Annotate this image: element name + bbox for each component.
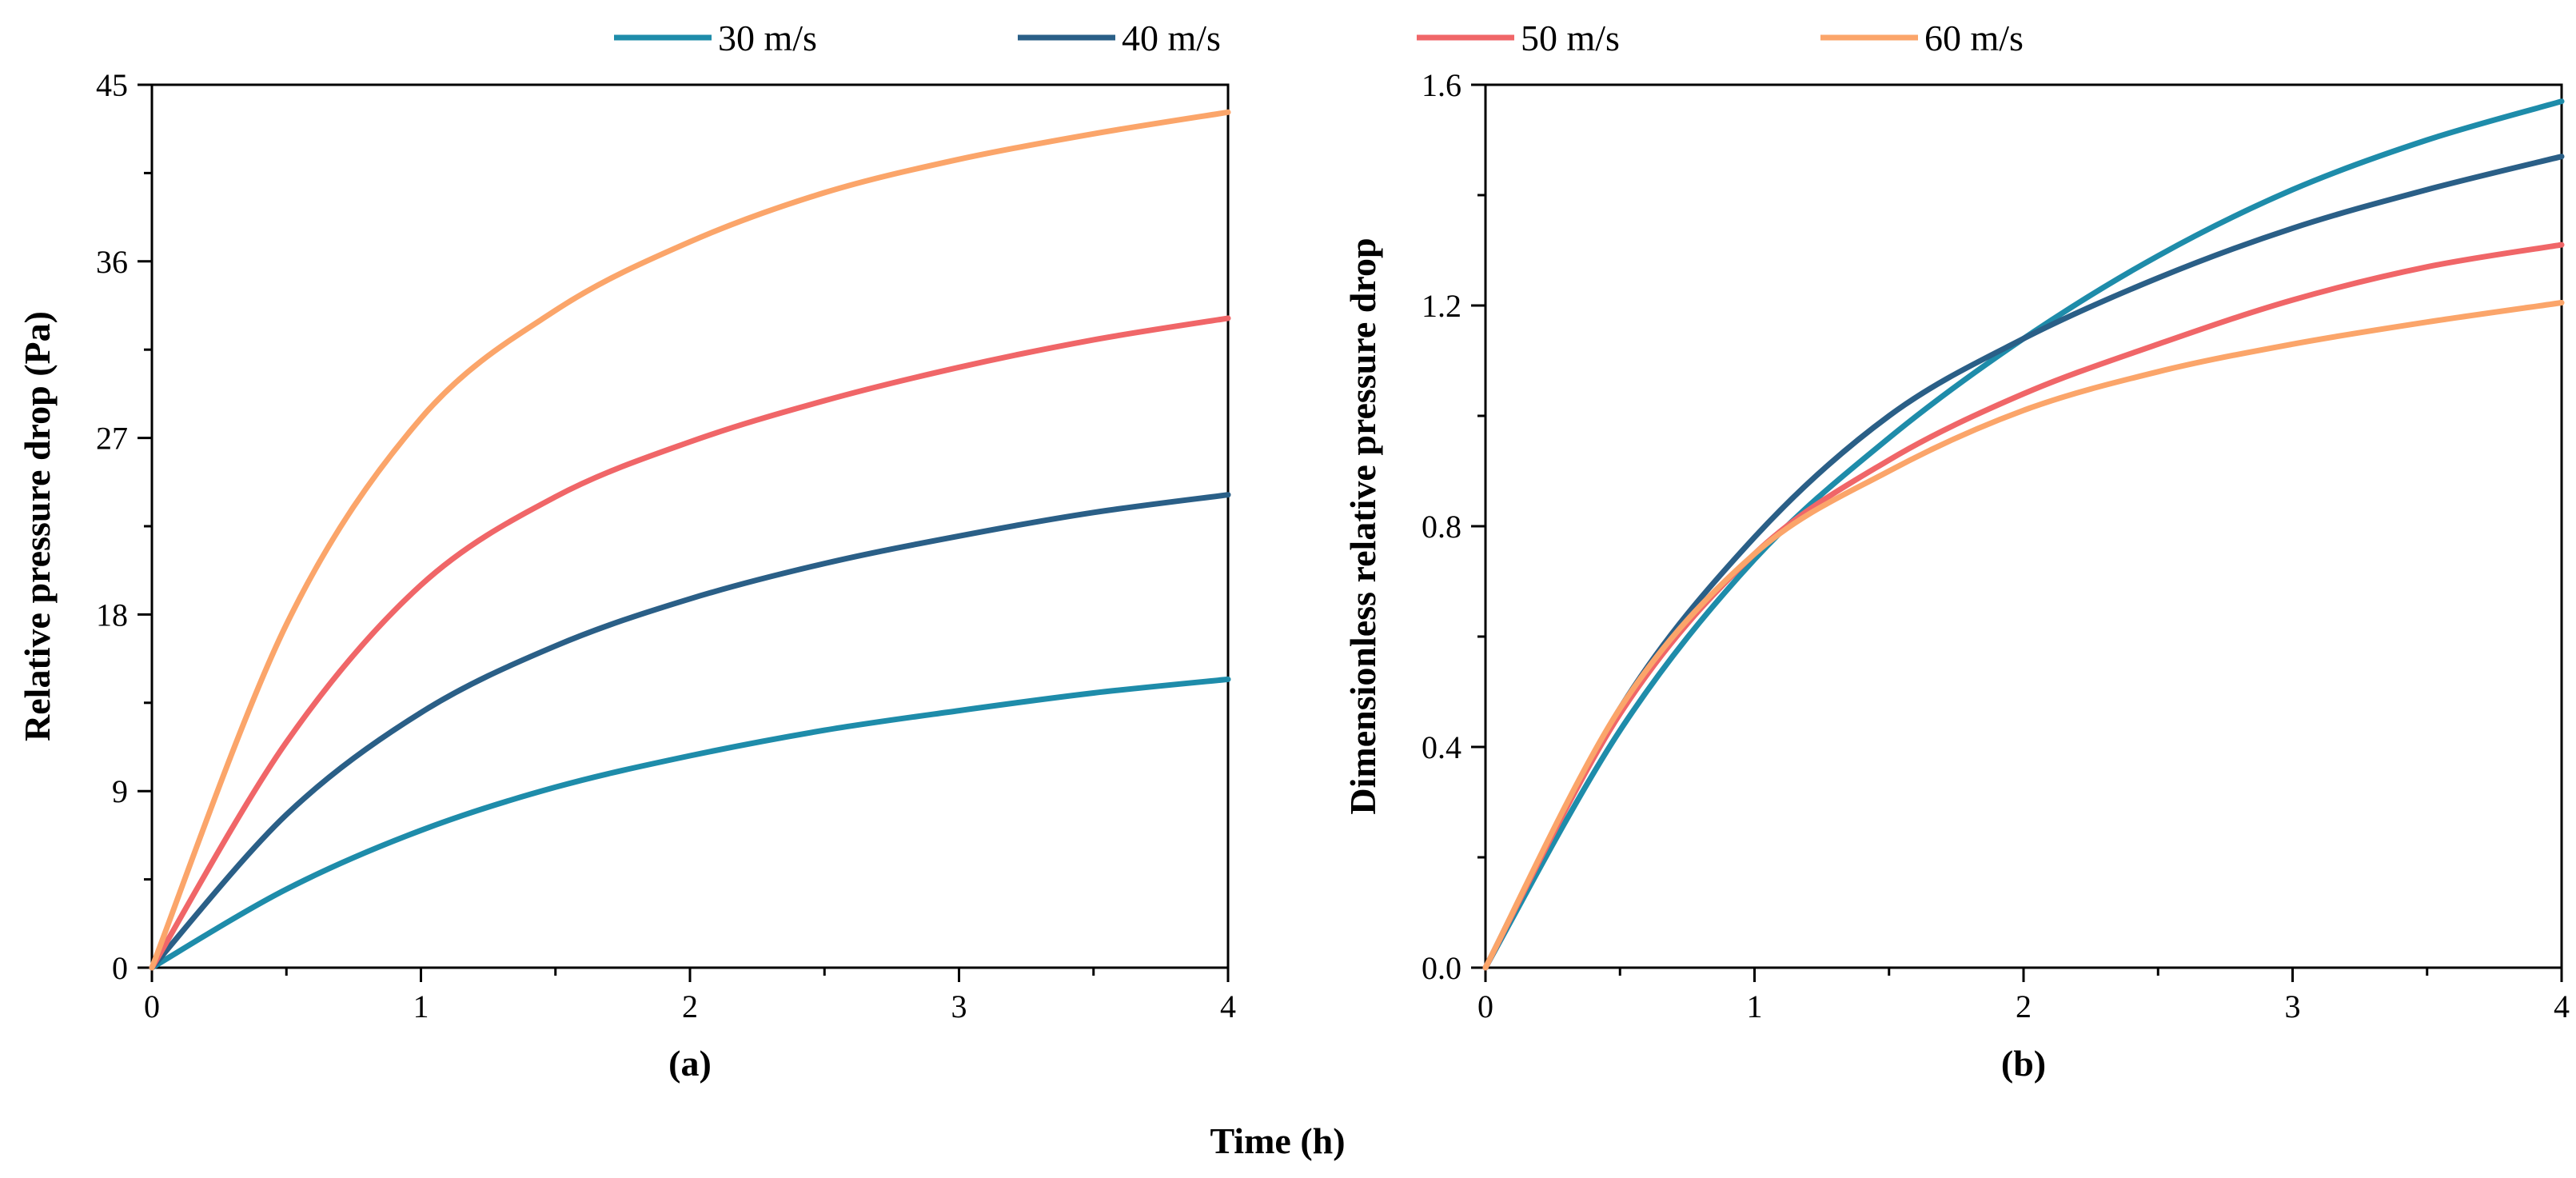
x-tick-label-a: 4 (1220, 988, 1236, 1024)
y-tick-label-a: 27 (96, 421, 128, 457)
y-tick-label-b: 1.6 (1422, 67, 1461, 103)
x-tick-label-a: 0 (144, 988, 160, 1024)
x-tick-label-b: 0 (1477, 988, 1493, 1024)
series-line-a-40-m-s (149, 492, 1231, 971)
y-tick-label-b: 0.8 (1422, 509, 1461, 545)
series-line-a-30-m-s (149, 676, 1231, 971)
series-line-b-60-m-s (1482, 300, 2565, 971)
legend-label-3: 50 m/s (1521, 18, 1620, 58)
y-tick-label-b: 1.2 (1422, 288, 1461, 324)
x-tick-label-b: 1 (1747, 988, 1763, 1024)
legend-label-4: 60 m/s (1924, 18, 2024, 58)
legend-label-1: 30 m/s (718, 18, 817, 58)
y-axis-title-a: Relative pressure drop (Pa) (17, 311, 58, 741)
panel-a: 0 1 2 3 4 0 9 18 27 36 45 Relative pressure drop (P… (17, 67, 1236, 1084)
plot-frame-a (150, 83, 1230, 969)
series-line-b-40-m-s (1482, 154, 2565, 971)
legend-label-2: 40 m/s (1122, 18, 1221, 58)
x-tick-label-a: 3 (951, 988, 967, 1024)
x-tick-label-b: 4 (2554, 988, 2570, 1024)
panel-b: 0 1 2 3 4 0.0 0.4 0.8 1.2 1.6 Dimensionless relati… (1342, 67, 2570, 1084)
legend: 30 m/s 40 m/s 50 m/s 60 m/s (614, 18, 2024, 58)
x-tick-label-b: 3 (2285, 988, 2301, 1024)
y-tick-label-a: 36 (96, 244, 128, 280)
series-line-a-50-m-s (149, 315, 1231, 971)
x-axis-title: Time (h) (1210, 1120, 1345, 1161)
x-tick-label-a: 2 (682, 988, 698, 1024)
y-axis-title-b: Dimensionless relative pressure drop (1342, 238, 1383, 814)
series-line-b-50-m-s (1482, 242, 2565, 971)
y-tick-label-a: 45 (96, 67, 128, 103)
plot-frame-b (1484, 83, 2563, 969)
x-tick-label-a: 1 (413, 988, 429, 1024)
series-line-a-60-m-s (149, 109, 1231, 971)
y-tick-label-b: 0.4 (1422, 729, 1461, 765)
y-tick-label-a: 9 (112, 773, 128, 809)
x-tick-label-b: 2 (2016, 988, 2032, 1024)
y-tick-label-a: 0 (112, 950, 128, 986)
y-tick-label-b: 0.0 (1422, 950, 1461, 986)
panel-label-b: (b) (2001, 1043, 2046, 1084)
panel-label-a: (a) (668, 1043, 712, 1084)
series-line-b-30-m-s (1482, 98, 2565, 971)
y-tick-label-a: 18 (96, 597, 128, 633)
